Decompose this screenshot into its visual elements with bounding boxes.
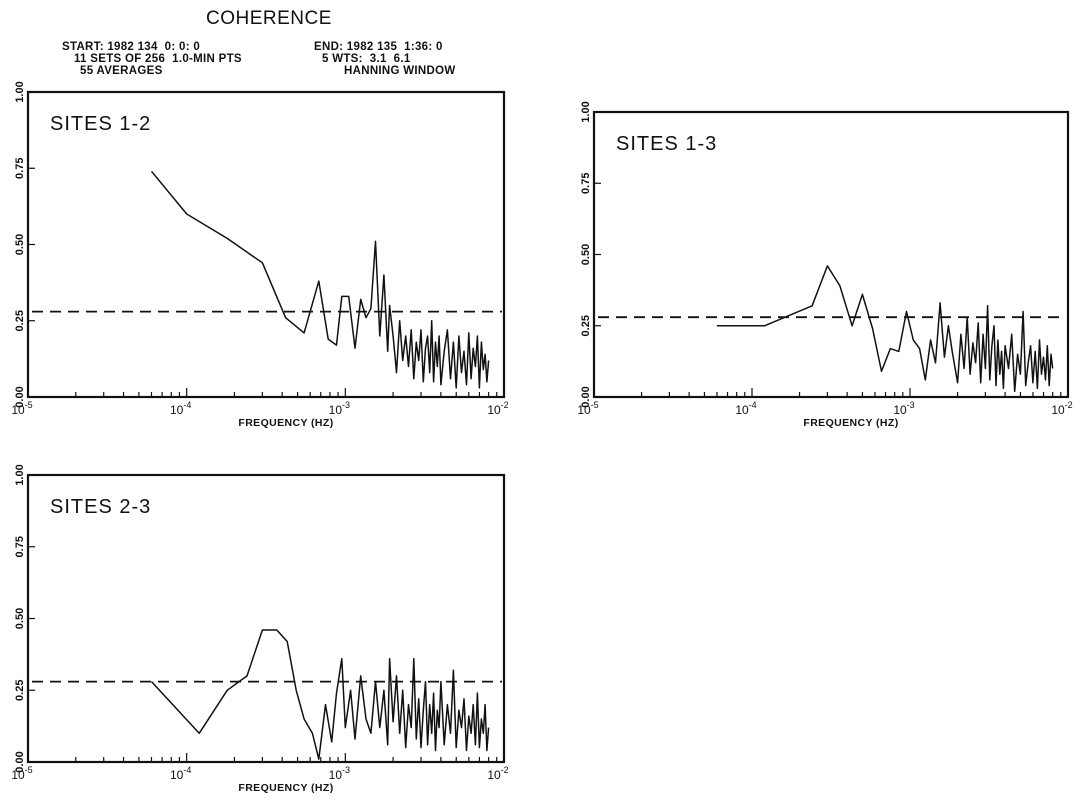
header-wts: 5 WTS: 3.1 6.1	[322, 53, 411, 65]
x-tick-exponent: -3	[907, 400, 915, 410]
x-tick-base: 10	[11, 403, 25, 417]
x-tick-label: 10-3	[329, 765, 350, 782]
x-tick-exponent: -5	[591, 400, 599, 410]
y-tick-label: 0.75	[14, 158, 26, 179]
panel-label: SITES 1-2	[50, 113, 151, 135]
x-tick-base: 10	[577, 403, 591, 417]
header-end: END: 1982 135 1:36: 0	[314, 41, 443, 53]
y-tick-label: 0.25	[14, 680, 26, 701]
x-tick-base: 10	[170, 403, 184, 417]
y-tick-label: 0.00	[14, 751, 26, 772]
header-start: START: 1982 134 0: 0: 0	[62, 41, 201, 53]
x-tick-label: 10-2	[487, 400, 508, 417]
y-tick-label: 1.00	[14, 464, 26, 485]
x-tick-base: 10	[1051, 403, 1065, 417]
x-tick-label: 10-2	[1051, 400, 1072, 417]
y-tick-label: 0.75	[14, 536, 26, 557]
x-tick-exponent: -2	[1065, 400, 1073, 410]
y-tick-label: 0.50	[14, 608, 26, 629]
x-tick-label: 10-5	[11, 400, 32, 417]
coherence-line	[150, 170, 490, 389]
x-tick-exponent: -2	[501, 765, 509, 775]
coherence-line	[716, 265, 1054, 393]
x-tick-base: 10	[487, 403, 501, 417]
x-axis-label: FREQUENCY (HZ)	[238, 417, 333, 429]
x-tick-label: 10-5	[577, 400, 598, 417]
x-tick-base: 10	[329, 768, 343, 782]
x-tick-base: 10	[11, 768, 25, 782]
x-tick-label: 10-4	[170, 400, 191, 417]
x-axis-label: FREQUENCY (HZ)	[238, 782, 333, 794]
x-tick-exponent: -5	[25, 400, 33, 410]
x-tick-label: 10-3	[329, 400, 350, 417]
x-tick-label: 10-2	[487, 765, 508, 782]
panel-label: SITES 1-3	[616, 133, 717, 155]
x-tick-exponent: -3	[342, 400, 350, 410]
x-tick-base: 10	[487, 768, 501, 782]
coherence-line	[150, 629, 490, 760]
panel-label: SITES 2-3	[50, 496, 151, 518]
page-title: COHERENCE	[206, 8, 332, 29]
x-tick-label: 10-3	[893, 400, 914, 417]
x-tick-base: 10	[735, 403, 749, 417]
x-tick-exponent: -2	[501, 400, 509, 410]
x-tick-label: 10-5	[11, 765, 32, 782]
y-tick-label: 1.00	[14, 81, 26, 102]
y-tick-label: 0.00	[580, 386, 592, 407]
x-tick-base: 10	[329, 403, 343, 417]
y-tick-label: 0.25	[14, 310, 26, 331]
y-tick-label: 0.00	[14, 386, 26, 407]
y-tick-label: 0.50	[14, 234, 26, 255]
x-tick-exponent: -5	[25, 765, 33, 775]
x-tick-label: 10-4	[735, 400, 756, 417]
x-tick-exponent: -3	[342, 765, 350, 775]
header-window: HANNING WINDOW	[344, 65, 456, 77]
y-tick-label: 0.75	[580, 173, 592, 194]
x-tick-base: 10	[893, 403, 907, 417]
header-averages: 55 AVERAGES	[80, 65, 163, 77]
x-tick-exponent: -4	[183, 765, 191, 775]
x-tick-exponent: -4	[183, 400, 191, 410]
y-tick-label: 0.50	[580, 244, 592, 265]
y-tick-label: 1.00	[580, 101, 592, 122]
x-tick-exponent: -4	[749, 400, 757, 410]
x-tick-label: 10-4	[170, 765, 191, 782]
header-sets: 11 SETS OF 256 1.0-MIN PTS	[74, 53, 242, 65]
x-tick-base: 10	[170, 768, 184, 782]
y-tick-label: 0.25	[580, 315, 592, 336]
x-axis-label: FREQUENCY (HZ)	[803, 417, 898, 429]
